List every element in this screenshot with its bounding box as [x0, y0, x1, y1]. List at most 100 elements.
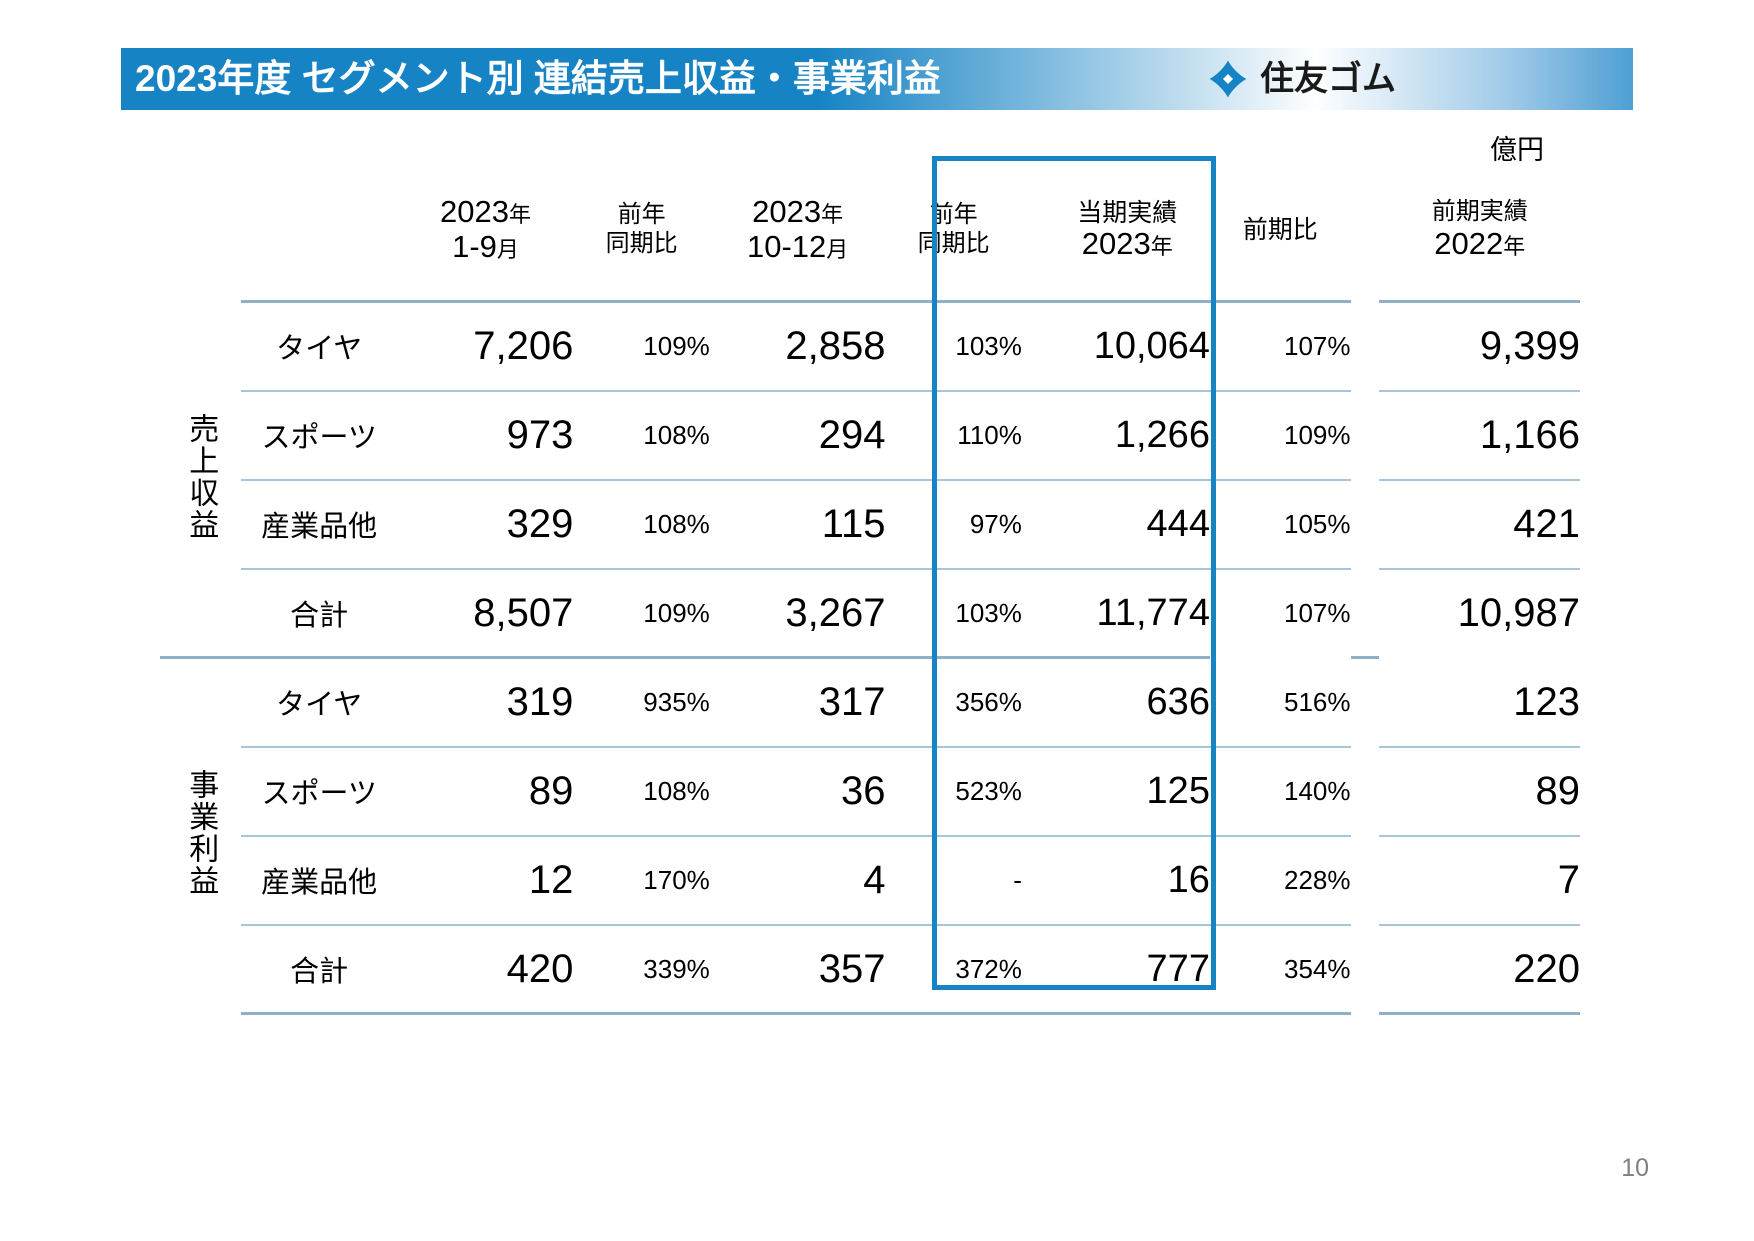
company-logo-text: 住友ゴム: [1260, 60, 1396, 98]
table-row[interactable]: スポーツ 973 108% 294 110% 1,266 109% 1,166: [160, 392, 1580, 478]
header-q4-months-suffix: 月: [826, 237, 849, 262]
cell-gap-right: [1351, 481, 1380, 567]
header-group-col: [160, 160, 241, 300]
header-previous: 前期実績 2022年: [1379, 160, 1580, 300]
header-current-year-suffix: 年: [1150, 233, 1173, 259]
header-ytd-months-suffix: 月: [496, 237, 519, 262]
header-previous-year-suffix: 年: [1503, 234, 1526, 260]
cell-gap-left: [1022, 303, 1045, 389]
rule-row: [160, 389, 1580, 392]
cell-segment: 合計: [290, 600, 349, 632]
rule-row: [160, 923, 1580, 926]
cell-ytd-yoy: 108%: [643, 419, 710, 450]
cell-ytd-yoy: 108%: [643, 775, 710, 806]
cell-ytd-yoy: 109%: [643, 597, 710, 628]
cell-previous: 1,166: [1479, 412, 1580, 457]
cell-current-yoy: 228%: [1284, 864, 1351, 895]
cell-ytd: 7,206: [473, 323, 574, 368]
header-ytd-year: 2023: [440, 194, 509, 230]
cell-q4-yoy: 103%: [955, 597, 1022, 628]
table-row[interactable]: 産業品他 329 108% 115 97% 444 105% 421: [160, 481, 1580, 567]
table-row-total[interactable]: 合計 420 339% 357 372% 777 354% 220: [160, 926, 1580, 1012]
header-current-line1: 当期実績: [1077, 198, 1178, 227]
group-label-profit: 事業利益: [160, 659, 241, 1012]
cell-current-yoy: 105%: [1284, 508, 1351, 539]
cell-gap-left: [1022, 748, 1045, 834]
rule-row: [160, 567, 1580, 570]
financial-table-wrap: 2023年 1-9月 前年 同期比 2023年 10-12月 前年 同期比 当期…: [160, 160, 1580, 1015]
cell-previous: 10,987: [1457, 590, 1580, 635]
rule-row: [160, 478, 1580, 481]
cell-q4-yoy: 110%: [957, 419, 1022, 450]
cell-segment: 産業品他: [261, 511, 378, 543]
header-q4-yoy-line1: 前年: [929, 201, 978, 229]
header-q4-year: 2023: [752, 194, 822, 230]
cell-segment: 合計: [290, 956, 349, 988]
rule-row: [160, 745, 1580, 748]
cell-q4: 115: [821, 501, 886, 546]
cell-current: 16: [1167, 858, 1210, 901]
table-row[interactable]: 事業利益 タイヤ 319 935% 317 356% 636 516% 123: [160, 659, 1580, 898]
slide-header: 2023年度 セグメント別 連結売上収益・事業利益 住友ゴム: [121, 48, 1633, 110]
cell-ytd: 8,507: [473, 590, 574, 635]
table-row[interactable]: 産業品他 12 170% 4 - 16 228% 7: [160, 837, 1580, 923]
cell-current: 11,774: [1096, 591, 1210, 634]
cell-q4: 2,858: [785, 323, 886, 368]
cell-current: 125: [1146, 769, 1210, 812]
header-ytd-yoy-line2: 同期比: [605, 230, 678, 257]
cell-gap-left: [1022, 659, 1045, 745]
unit-label: 億円: [1490, 135, 1544, 165]
table-row[interactable]: スポーツ 89 108% 36 523% 125 140% 89: [160, 748, 1580, 834]
cell-previous: 220: [1513, 946, 1580, 991]
cell-gap-right: [1351, 926, 1380, 1012]
cell-gap-right: [1351, 303, 1380, 389]
table-row[interactable]: 売上収益 タイヤ 7,206 109% 2,858 103% 10,064 10…: [160, 303, 1580, 542]
cell-previous: 89: [1535, 768, 1581, 813]
header-bar-right: [1313, 48, 1633, 110]
cell-segment: タイヤ: [276, 333, 363, 365]
cell-segment: スポーツ: [261, 422, 377, 454]
cell-previous: 421: [1513, 501, 1580, 546]
cell-ytd: 89: [528, 768, 574, 813]
cell-current: 777: [1146, 947, 1210, 990]
rule-top-group1: [160, 300, 1580, 303]
header-q4-year-suffix: 年: [821, 202, 844, 228]
cell-current: 444: [1146, 502, 1210, 545]
header-q4: 2023年 10-12月: [710, 160, 886, 300]
cell-previous: 9,399: [1479, 323, 1580, 368]
cell-previous: 7: [1557, 857, 1580, 902]
header-previous-year: 2022: [1434, 226, 1504, 262]
cell-current-yoy: 109%: [1284, 419, 1351, 450]
header-ytd-yoy: 前年 同期比: [573, 160, 709, 300]
header-ytd-year-suffix: 年: [509, 202, 532, 228]
table-row-total[interactable]: 合計 8,507 109% 3,267 103% 11,774 107% 10,…: [160, 570, 1580, 656]
header-q4-yoy-line2: 同期比: [917, 230, 990, 257]
cell-q4-yoy: 356%: [955, 686, 1022, 717]
page-number: 10: [1621, 1154, 1649, 1182]
cell-segment: タイヤ: [276, 689, 363, 721]
cell-q4-yoy: 97%: [969, 508, 1022, 539]
cell-q4-yoy: 103%: [955, 330, 1022, 361]
cell-segment: 産業品他: [261, 867, 378, 899]
header-q4-yoy: 前年 同期比: [885, 160, 1021, 300]
header-current-year: 2023: [1081, 225, 1151, 261]
cell-q4: 294: [818, 412, 886, 457]
cell-q4: 36: [840, 768, 886, 813]
financial-table: 2023年 1-9月 前年 同期比 2023年 10-12月 前年 同期比 当期…: [160, 160, 1580, 1015]
group-label-revenue: 売上収益: [160, 303, 241, 656]
header-ytd: 2023年 1-9月: [398, 160, 574, 300]
sumitomo-diamond-logo-icon: [1207, 58, 1249, 100]
rule-between-groups: [160, 656, 1580, 659]
cell-ytd: 12: [528, 857, 574, 902]
cell-gap-right: [1351, 837, 1380, 923]
header-segment-col: [241, 160, 398, 300]
cell-q4: 4: [863, 857, 886, 902]
header-current-yoy: 前期比: [1210, 160, 1351, 300]
cell-current-yoy: 107%: [1284, 330, 1351, 361]
cell-q4: 3,267: [785, 590, 886, 635]
header-q4-months: 10-12: [746, 229, 827, 264]
group-label-revenue-text: 売上収益: [184, 413, 218, 541]
cell-gap-right: [1351, 570, 1380, 656]
cell-previous: 123: [1513, 679, 1580, 724]
cell-ytd: 420: [506, 946, 574, 991]
